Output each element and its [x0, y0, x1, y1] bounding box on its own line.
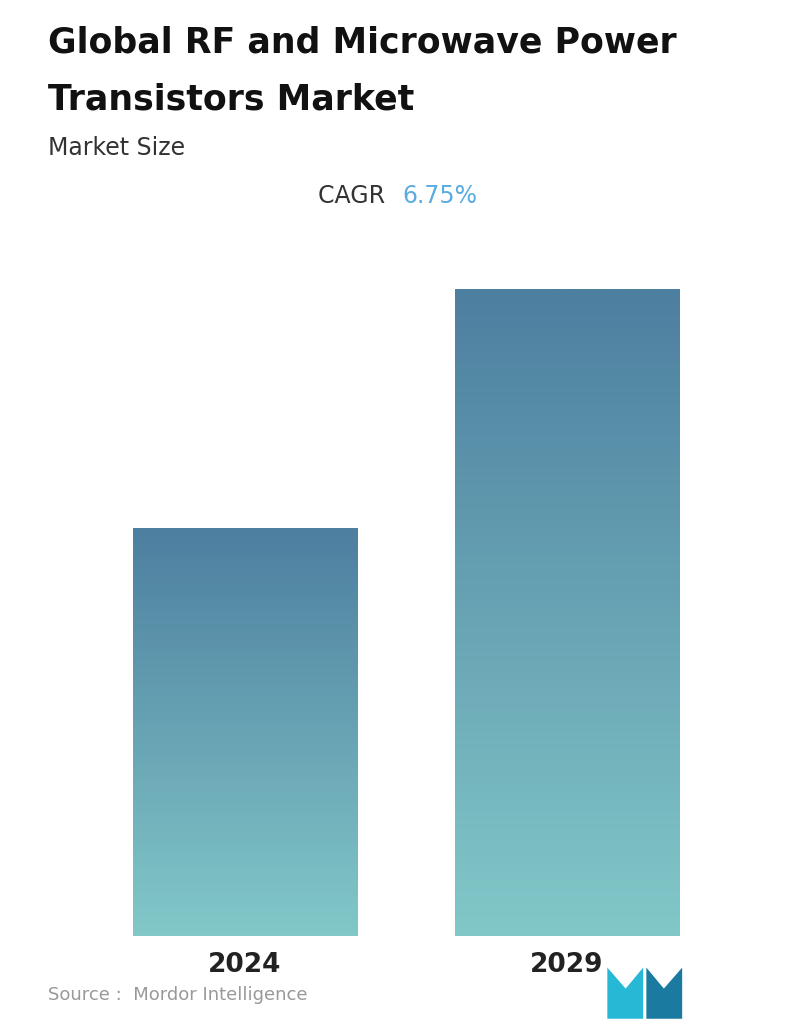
Polygon shape: [646, 968, 682, 1018]
Text: Transistors Market: Transistors Market: [48, 83, 414, 117]
Text: Market Size: Market Size: [48, 136, 185, 160]
Polygon shape: [607, 968, 643, 1018]
Text: Source :  Mordor Intelligence: Source : Mordor Intelligence: [48, 985, 307, 1004]
Text: Global RF and Microwave Power: Global RF and Microwave Power: [48, 26, 677, 60]
Text: 6.75%: 6.75%: [402, 184, 477, 208]
Text: CAGR: CAGR: [318, 184, 393, 208]
